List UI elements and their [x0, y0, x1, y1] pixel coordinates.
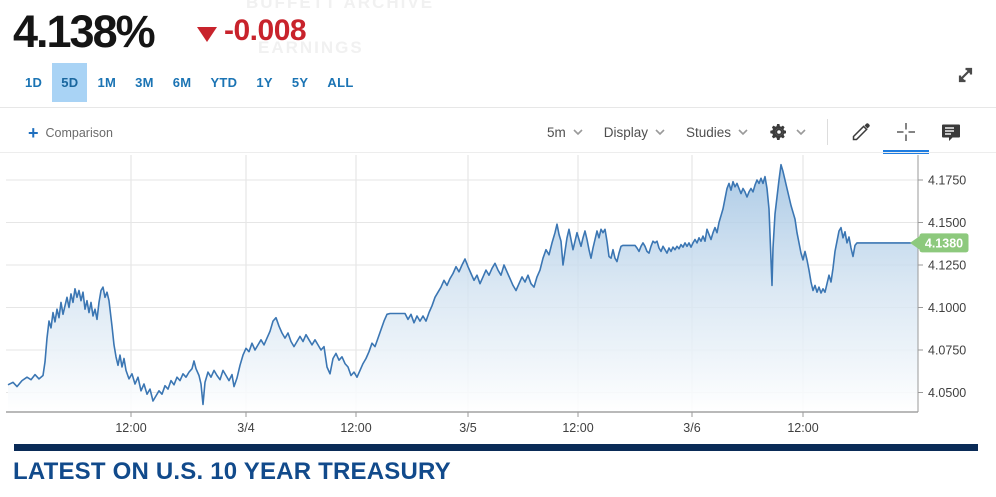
- down-triangle-icon: [197, 27, 217, 42]
- settings-dropdown[interactable]: [769, 122, 806, 142]
- y-axis-label: 4.0750: [928, 344, 966, 358]
- current-yield: 4.138%: [13, 6, 156, 57]
- background-watermark: BUFFETT ARCHIVE: [246, 0, 435, 12]
- tab-1y[interactable]: 1Y: [256, 75, 273, 90]
- tab-5y[interactable]: 5Y: [291, 75, 309, 90]
- x-axis-label: 3/5: [459, 421, 476, 435]
- toolbar-separator: [827, 119, 828, 145]
- add-comparison-button[interactable]: + Comparison: [28, 123, 113, 143]
- range-tabs: 1D 5D 1M 3M 6M YTD 1Y 5Y ALL: [16, 63, 363, 102]
- y-axis-label: 4.1750: [928, 174, 966, 188]
- chevron-down-icon: [796, 128, 806, 135]
- background-watermark: EARNINGS: [258, 38, 364, 57]
- tab-6m[interactable]: 6M: [172, 75, 192, 90]
- comparison-label: Comparison: [45, 126, 113, 140]
- x-axis-label: 12:00: [787, 421, 818, 435]
- comments-tool-button[interactable]: [939, 120, 963, 144]
- last-price-badge: 4.1380: [910, 233, 969, 253]
- expand-chart-button[interactable]: [950, 60, 980, 90]
- area-fill: [8, 164, 918, 412]
- divider: [0, 107, 996, 108]
- section-heading: LATEST ON U.S. 10 YEAR TREASURY: [13, 458, 451, 485]
- tab-all[interactable]: ALL: [327, 75, 354, 90]
- y-axis-label: 4.1250: [928, 259, 966, 273]
- expand-icon: [958, 67, 973, 83]
- tab-5d[interactable]: 5D: [52, 63, 88, 102]
- section-divider-bar: [14, 444, 978, 451]
- display-dropdown[interactable]: Display: [604, 125, 665, 140]
- y-axis-label: 4.0500: [928, 386, 966, 400]
- chevron-down-icon: [738, 128, 748, 135]
- chart-toolbar: 5m Display Studies: [547, 116, 963, 154]
- chevron-down-icon: [573, 128, 583, 135]
- tab-1d[interactable]: 1D: [25, 75, 43, 90]
- x-axis-label: 12:00: [340, 421, 371, 435]
- interval-dropdown[interactable]: 5m: [547, 125, 583, 140]
- tab-1m[interactable]: 1M: [97, 75, 117, 90]
- tab-3m[interactable]: 3M: [135, 75, 154, 90]
- pencil-icon: [852, 123, 870, 141]
- crosshair-tool-button[interactable]: [883, 120, 929, 154]
- chevron-down-icon: [655, 128, 665, 135]
- y-axis-label: 4.1500: [928, 216, 966, 230]
- studies-dropdown[interactable]: Studies: [686, 125, 748, 140]
- svg-text:4.1380: 4.1380: [925, 236, 963, 250]
- x-axis-label: 12:00: [562, 421, 593, 435]
- x-axis-label: 12:00: [115, 421, 146, 435]
- plus-icon: +: [28, 123, 39, 143]
- draw-tool-button[interactable]: [849, 120, 873, 144]
- yield-change: -0.008: [224, 14, 307, 47]
- tab-ytd[interactable]: YTD: [210, 75, 238, 90]
- x-axis-label: 3/6: [683, 421, 700, 435]
- comment-icon: [942, 124, 960, 141]
- chart-plot-area[interactable]: 4.1750 4.1500 4.1250 4.1000 4.0750 4.0500 12:0…: [0, 152, 996, 442]
- x-axis-label: 3/4: [237, 421, 254, 435]
- y-axis-label: 4.1000: [928, 301, 966, 315]
- divider: [0, 152, 996, 153]
- crosshair-icon: [897, 123, 915, 141]
- gear-icon: [770, 124, 786, 140]
- price-line: [7, 163, 918, 406]
